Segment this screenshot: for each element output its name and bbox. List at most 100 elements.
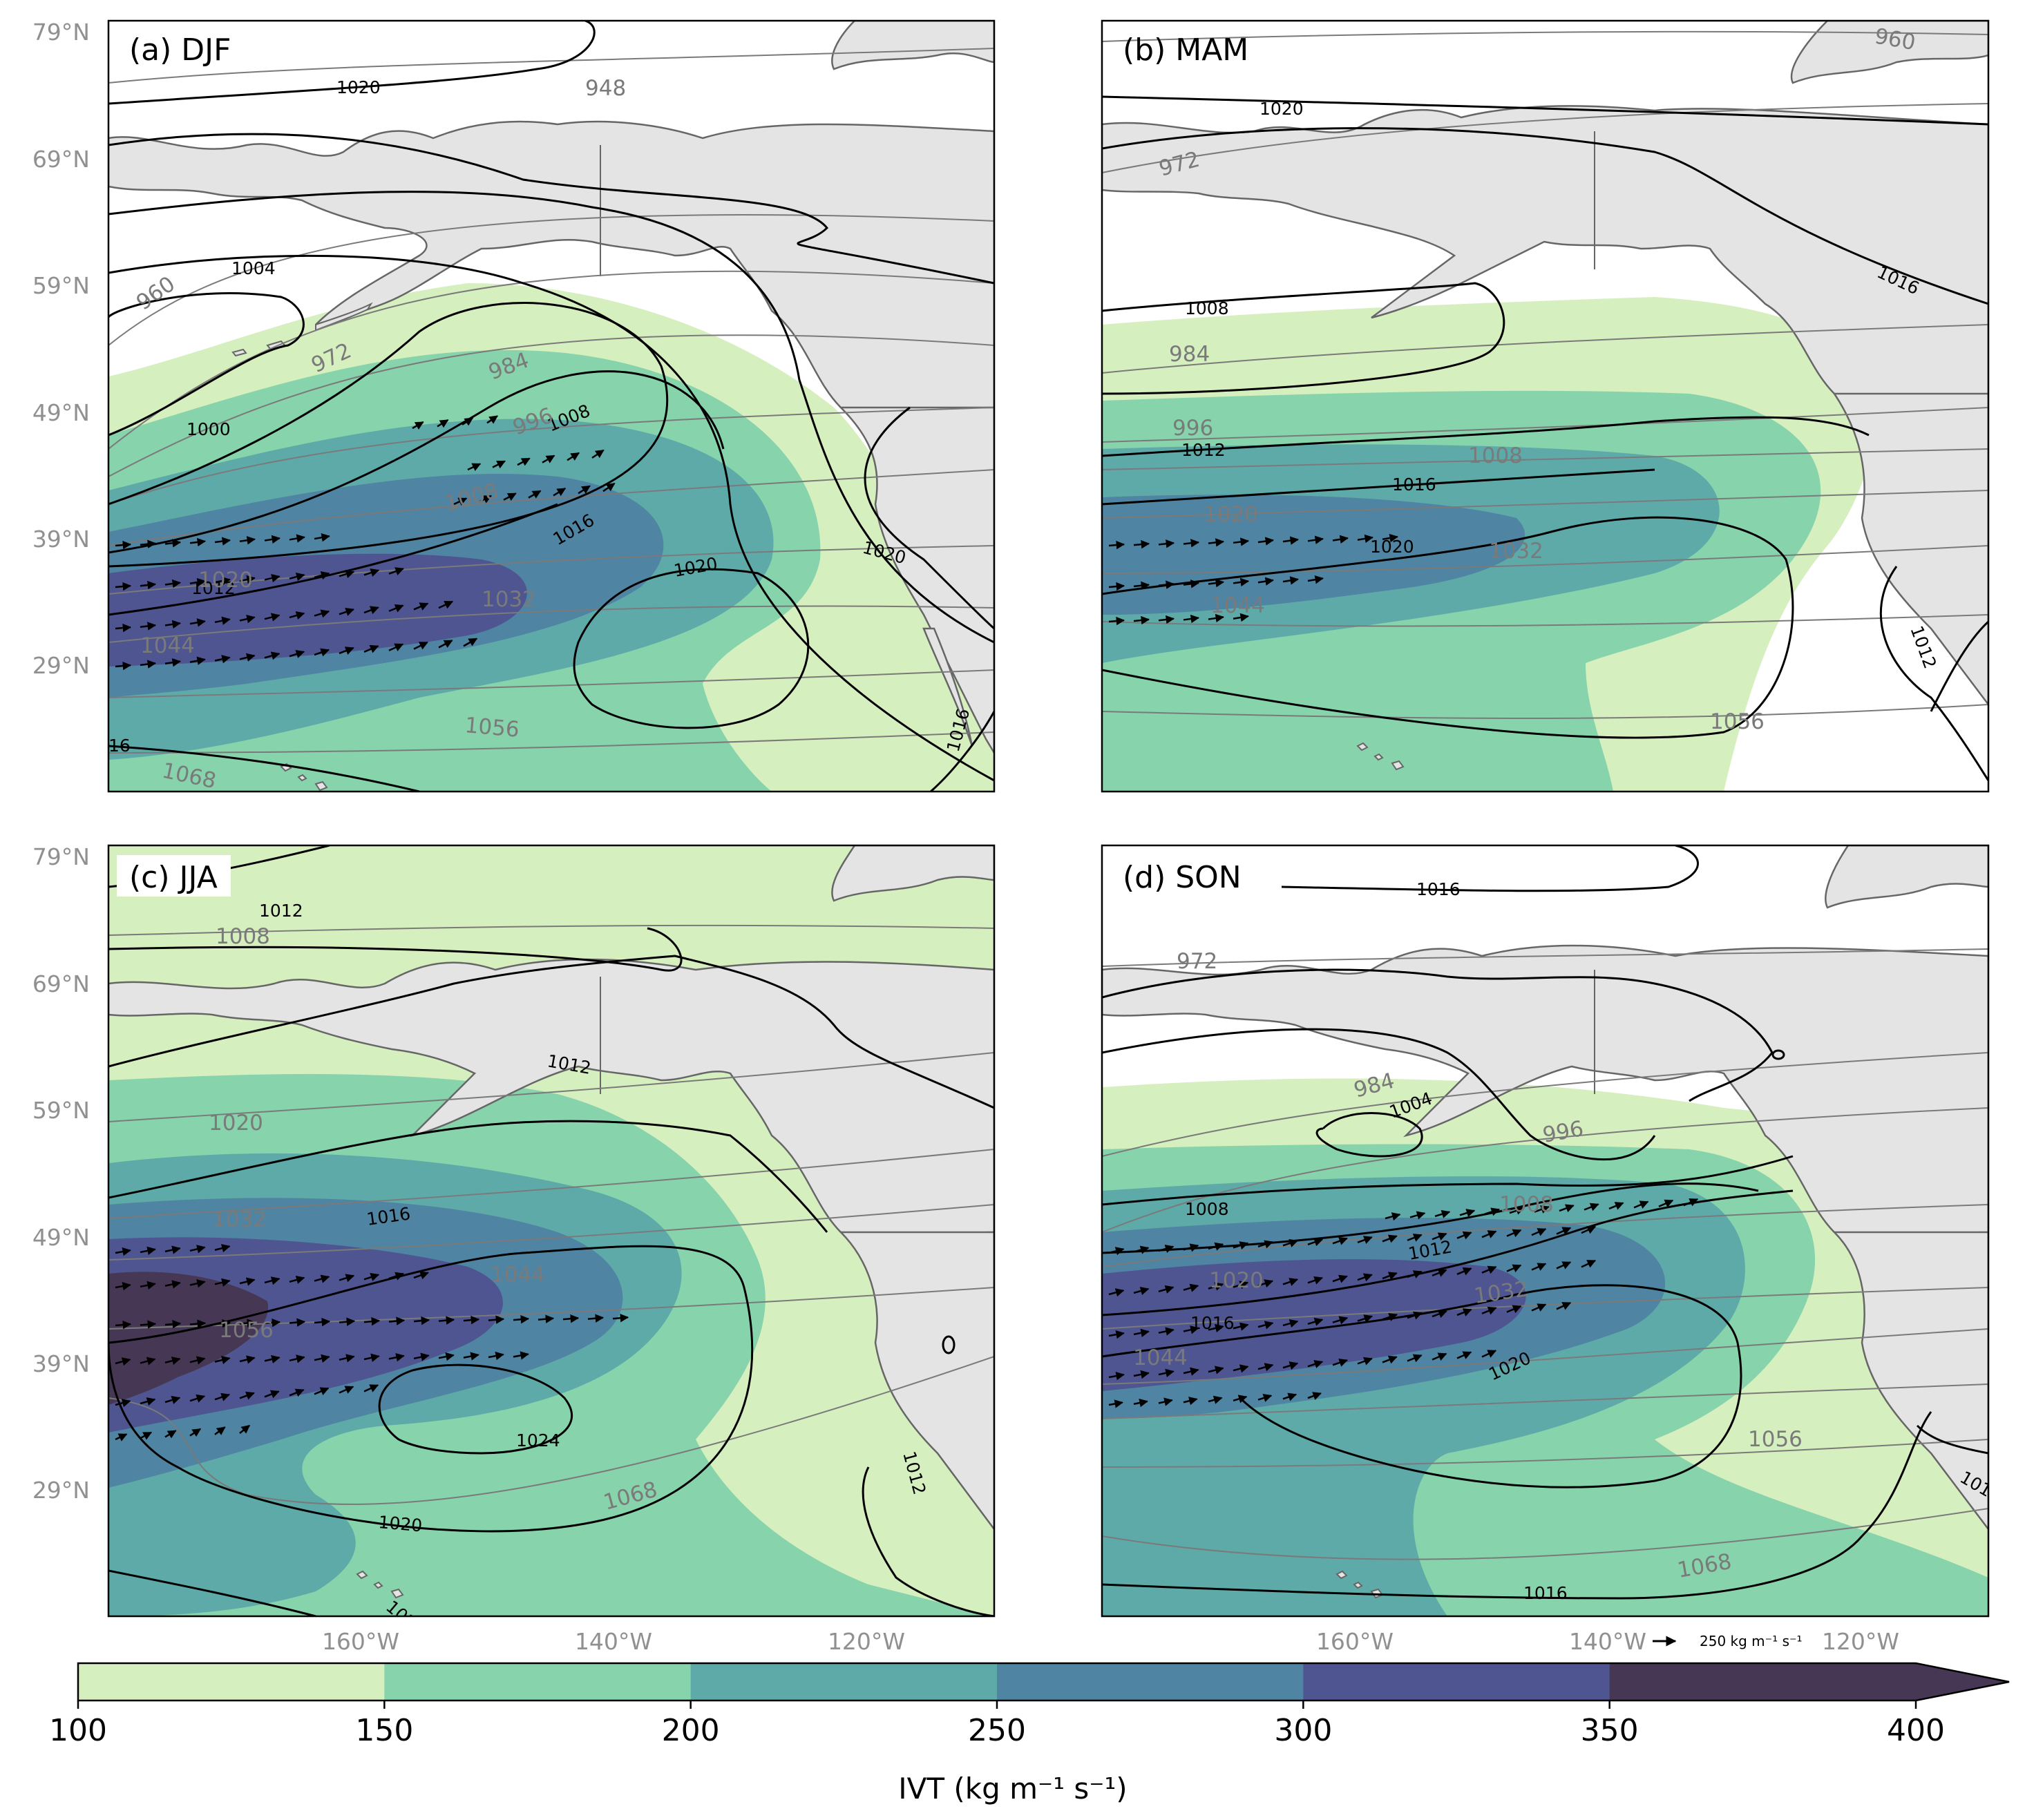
lon-ticks-right: 160°W 140°W 120°W: [1316, 1628, 1899, 1655]
ivt-arrow: [1385, 1212, 1401, 1221]
colorbar-extend-arrow: [1916, 1663, 2009, 1701]
land-alaska: [108, 958, 994, 1240]
colorbar-tick-label: 400: [1887, 1713, 1945, 1748]
ivt-arrow: [591, 449, 605, 459]
ivt-arrow: [1133, 1370, 1150, 1379]
ivt-arrow: [438, 640, 453, 649]
z-label: 1032: [212, 1207, 267, 1232]
ivt-arrow: [413, 602, 429, 611]
svg-text:160°W: 160°W: [322, 1628, 399, 1655]
ivt-arrow: [214, 537, 231, 546]
ivt-arrow: [1382, 533, 1398, 543]
ivt-arrow: [1183, 1243, 1199, 1252]
ivt-arrow: [1407, 1234, 1423, 1242]
ivt-arrow: [1183, 1397, 1198, 1406]
ivt-arrow: [164, 1245, 181, 1254]
ivt-arrow: [115, 623, 132, 633]
ivt-arrow: [115, 1433, 128, 1441]
ivt-arrow: [289, 650, 305, 658]
ivt-arrow: [164, 579, 182, 588]
ivt-arrow: [1233, 537, 1250, 546]
ivt-arrow: [363, 644, 379, 653]
ivt-arrow: [1407, 1354, 1423, 1363]
colorbar-tick-label: 100: [49, 1713, 107, 1748]
ivt-arrow: [1481, 1265, 1497, 1274]
ivt-arrow: [492, 460, 506, 469]
ivt-arrow: [1531, 1263, 1547, 1271]
ivt-arrow: [1608, 1202, 1624, 1210]
ivt-arrow: [214, 616, 231, 625]
ivt-arrow: [388, 1316, 406, 1325]
slp-label: 1020: [1259, 99, 1304, 119]
z-label: 1008: [216, 924, 270, 949]
ivt-arrow: [1183, 1283, 1199, 1292]
ivt-arrow: [1531, 1303, 1547, 1312]
ivt-arrow: [1108, 582, 1125, 591]
slp-label: 1016: [1523, 1583, 1568, 1603]
ivt-arrow: [1158, 1397, 1173, 1406]
ivt-arrow: [1357, 534, 1373, 544]
ivt-arrow: [189, 1279, 206, 1288]
ivt-arrow: [314, 648, 330, 657]
ivt-arrow: [1556, 1261, 1572, 1270]
ivt-arrow: [264, 573, 281, 583]
ivt-arrow: [388, 1272, 405, 1281]
ivt-arrow: [164, 1357, 181, 1366]
panel-label: (c) JJA: [129, 860, 218, 895]
ivt-arrow: [438, 1316, 455, 1325]
ivt-arrow: [463, 1352, 479, 1361]
lat-ticks-top: 79°N 69°N 59°N 49°N 39°N 29°N: [32, 19, 90, 679]
slp-label: 1016: [1392, 475, 1436, 495]
slp-label: 1008: [1185, 298, 1229, 318]
ivt-arrow: [1282, 1278, 1299, 1286]
ivt-arrow: [1434, 1209, 1451, 1218]
land-north-america: [838, 406, 994, 755]
ivt-arrow: [1282, 1319, 1299, 1328]
ivt-arrow: [587, 1314, 605, 1323]
ivt-arrow: [513, 1314, 530, 1324]
ivt-arrow: [214, 655, 231, 664]
svg-text:160°W: 160°W: [1316, 1628, 1394, 1655]
ivt-arrow: [1208, 1242, 1224, 1251]
slp-label: 1020: [377, 1512, 423, 1535]
ivt-arrow: [567, 452, 580, 461]
ivt-arrow: [1257, 1363, 1274, 1372]
ivt-arrow: [214, 1392, 230, 1401]
ivt-arrow: [339, 570, 355, 579]
ivt-arrow: [289, 534, 305, 543]
ivt-arrow: [189, 1319, 207, 1328]
ivt-arrow: [1307, 1276, 1323, 1285]
svg-text:120°W: 120°W: [828, 1628, 905, 1655]
ivt-arrow: [1233, 1281, 1249, 1290]
svg-text:79°N: 79°N: [32, 19, 90, 46]
ivt-arrow: [553, 488, 567, 497]
ivt-arrow: [463, 1315, 480, 1325]
ivt-arrow: [1158, 539, 1175, 548]
ivt-arrow: [363, 1384, 379, 1392]
ivt-arrow: [115, 1357, 131, 1366]
ivt-arrow: [264, 613, 281, 622]
ivt-arrow: [1257, 1393, 1273, 1402]
ivt-arrow: [1108, 1288, 1125, 1297]
ivt-arrow: [289, 1354, 305, 1363]
ivt-arrow: [1584, 1203, 1599, 1211]
ivt-arrow: [239, 653, 256, 662]
ivt-arrow: [339, 1317, 356, 1326]
ivt-arrow: [189, 656, 206, 665]
z-label: 1032: [482, 587, 536, 612]
ivt-arrow: [1432, 1352, 1447, 1361]
z-label: 948: [585, 76, 626, 101]
colorbar-segment: [1303, 1663, 1610, 1701]
ivt-arrow: [140, 1431, 153, 1440]
ivt-arrow: [115, 1320, 132, 1330]
ivt-arrow: [115, 582, 132, 591]
ivt-arrow: [1307, 1392, 1322, 1400]
ivt-arrow: [363, 1316, 381, 1326]
svg-text:39°N: 39°N: [32, 1350, 90, 1377]
ivt-fill-350: [108, 1272, 269, 1405]
ivt-arrow: [1133, 539, 1150, 549]
ivt-arrow: [363, 568, 380, 577]
ivt-arrow: [264, 1390, 280, 1399]
ivt-arrow: [1282, 576, 1299, 585]
land-hawaii: [356, 1570, 404, 1599]
